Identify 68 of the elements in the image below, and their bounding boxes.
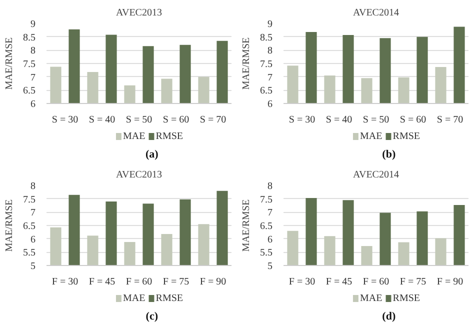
y-tick-label: 7: [268, 72, 272, 84]
x-tick-label: S = 70: [436, 114, 464, 126]
y-tick-label: 7: [30, 208, 36, 219]
y-tick-label: 6.5: [23, 221, 36, 232]
chart-title: AVEC2013: [116, 8, 162, 18]
x-tick-label: F = 90: [436, 276, 464, 288]
y-tick-label: 5: [30, 261, 36, 272]
legend-label: RMSE: [392, 131, 420, 142]
x-tick-label: F = 75: [400, 276, 426, 288]
y-tick-label: 7.5: [23, 59, 36, 70]
y-tick-label: 5.5: [23, 248, 36, 259]
chart-title: AVEC2013: [116, 170, 162, 180]
x-tick-label: F = 75: [162, 276, 190, 288]
text: (b): [382, 148, 396, 160]
y-tick-label: 6: [30, 99, 36, 110]
y-tick-label: 6: [268, 234, 272, 246]
x-tick-label: S = 30: [288, 114, 316, 126]
text: (c): [146, 310, 158, 322]
y-tick-label: 5.5: [260, 248, 272, 259]
y-tick-label: 9: [268, 19, 272, 30]
chart-title: AVEC2014: [353, 170, 399, 180]
chart-title: AVEC2014: [353, 8, 399, 18]
y-tick-label: 8: [268, 46, 272, 57]
x-tick-label: F = 45: [326, 276, 352, 288]
y-axis-title: MAE/RMSE: [4, 37, 15, 90]
x-tick-label: F = 60: [362, 276, 390, 288]
y-axis-title: MAE/RMSE: [4, 199, 15, 252]
x-tick-label: F = 30: [52, 276, 78, 288]
x-tick-label: S = 40: [326, 114, 352, 126]
x-tick-label: F = 30: [288, 276, 316, 288]
y-tick-label: 6.5: [260, 86, 272, 97]
x-tick-label: F = 60: [126, 276, 152, 288]
y-tick-label: 7.5: [260, 59, 272, 70]
y-tick-label: 6.5: [260, 221, 272, 232]
legend-label: RMSE: [156, 293, 184, 304]
y-tick-label: 8: [30, 181, 36, 192]
y-tick-label: 9: [30, 19, 36, 30]
legend-label: RMSE: [392, 293, 420, 304]
x-tick-label: S = 40: [88, 114, 116, 126]
y-tick-label: 5: [268, 261, 272, 272]
x-tick-label: S = 60: [162, 114, 190, 126]
y-tick-label: 7.5: [23, 194, 36, 206]
x-tick-label: F = 45: [88, 276, 116, 288]
y-tick-label: 8.5: [23, 32, 36, 44]
text: (d): [382, 310, 396, 322]
legend-label: MAE: [123, 293, 146, 304]
x-tick-label: S = 50: [126, 114, 152, 126]
y-tick-label: 7: [268, 208, 272, 219]
legend-label: MAE: [360, 131, 382, 142]
x-tick-label: F = 90: [200, 276, 226, 288]
y-tick-label: 6: [30, 234, 36, 246]
x-tick-label: S = 50: [362, 114, 390, 126]
y-tick-label: 7.5: [260, 194, 272, 206]
legend-label: MAE: [360, 293, 382, 304]
y-tick-label: 8: [30, 46, 36, 57]
x-tick-label: S = 60: [400, 114, 426, 126]
legend-label: MAE: [123, 131, 146, 142]
y-axis-title: MAE/RMSE: [241, 37, 252, 90]
y-tick-label: 8: [268, 181, 272, 192]
y-tick-label: 6.5: [23, 86, 36, 97]
y-axis-title: MAE/RMSE: [241, 199, 252, 252]
legend-label: RMSE: [156, 131, 184, 142]
y-tick-label: 7: [30, 72, 36, 84]
x-tick-label: S = 30: [52, 114, 78, 126]
x-tick-label: S = 70: [200, 114, 226, 126]
y-tick-label: 8.5: [260, 32, 272, 44]
y-tick-label: 6: [268, 99, 272, 110]
text: (a): [145, 148, 159, 160]
